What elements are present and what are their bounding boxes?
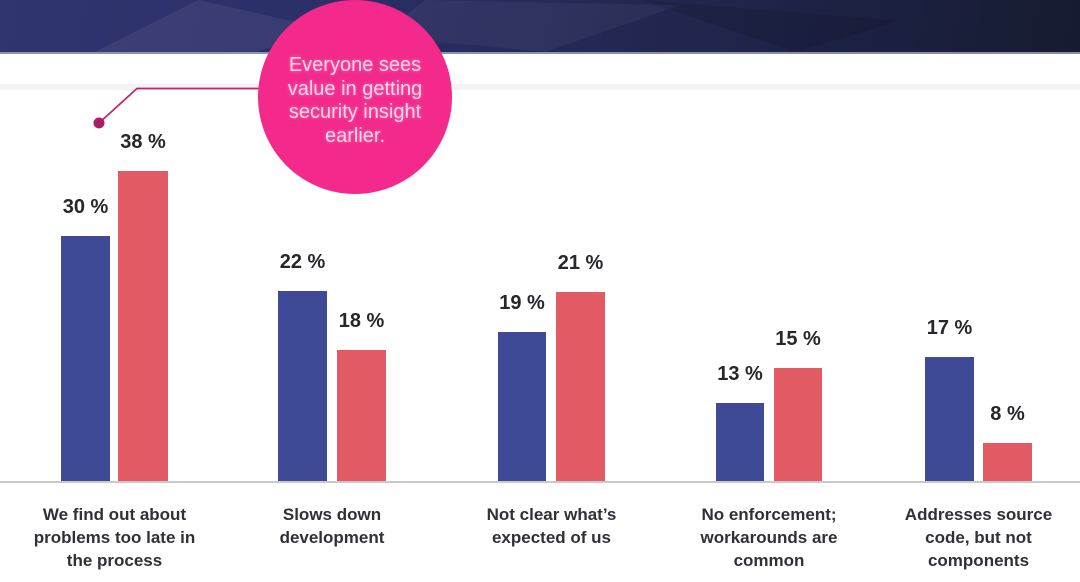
bar-red-1 — [118, 171, 168, 481]
bar-red-2 — [337, 350, 386, 481]
bar-blue-1 — [61, 236, 110, 481]
category-label-3: Not clear what’s expected of us — [486, 505, 617, 547]
bar-blue-2 — [278, 291, 327, 481]
value-label-red-5: 8 % — [990, 403, 1025, 425]
bar-red-5 — [983, 443, 1032, 481]
bar-blue-4 — [716, 403, 764, 481]
value-label-blue-2: 22 % — [279, 251, 326, 273]
bar-red-4 — [774, 368, 822, 481]
category-label-1: We find out about problems too late in t… — [33, 505, 196, 570]
bar-blue-5 — [925, 357, 974, 481]
category-label-4: No enforcement; workarounds are common — [700, 505, 838, 570]
value-label-blue-5: 17 % — [926, 317, 973, 339]
bar-red-3 — [556, 292, 605, 481]
value-label-blue-3: 19 % — [499, 292, 545, 314]
divider-band — [0, 84, 1080, 90]
callout-bubble-text: Everyone sees value in getting security … — [287, 54, 423, 147]
bar-blue-3 — [498, 332, 546, 481]
callout-bubble: Everyone sees value in getting security … — [258, 0, 452, 194]
value-label-red-4: 15 % — [775, 328, 821, 350]
value-label-red-1: 38 % — [120, 131, 166, 153]
category-label-5: Addresses source code, but not component… — [904, 505, 1053, 570]
chart-baseline — [0, 481, 1080, 483]
category-label-2: Slows down development — [279, 505, 385, 547]
value-label-red-2: 18 % — [338, 310, 385, 332]
value-label-blue-4: 13 % — [717, 363, 763, 385]
value-label-blue-1: 30 % — [62, 196, 109, 218]
value-label-red-3: 21 % — [557, 252, 604, 274]
